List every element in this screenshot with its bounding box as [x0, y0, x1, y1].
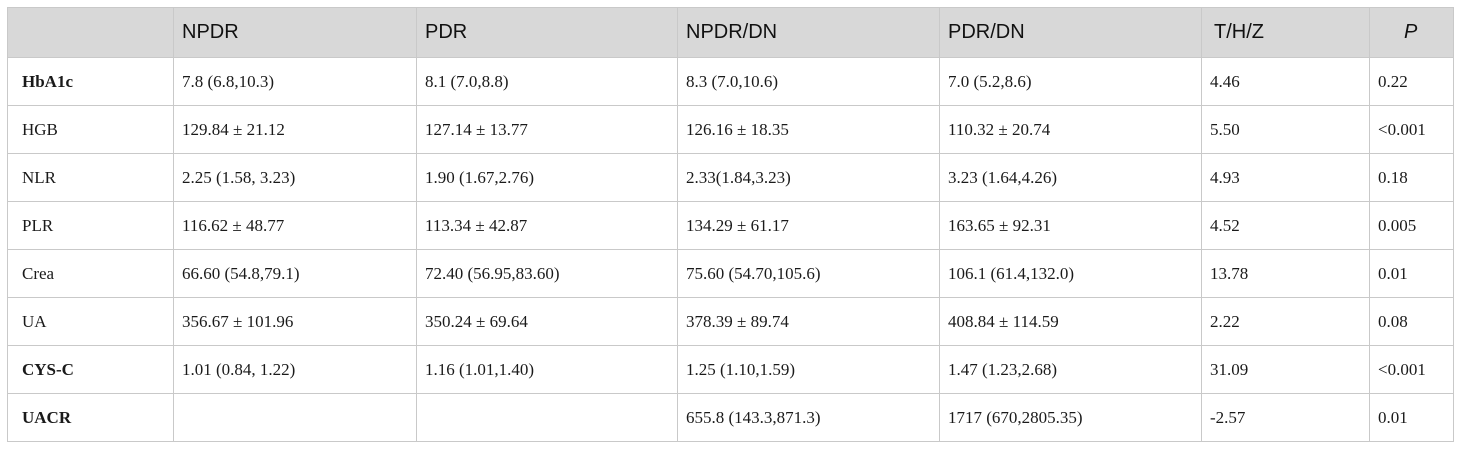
- table-cell: 113.34 ± 42.87: [416, 201, 678, 250]
- table-header: NPDR PDR NPDR/DN PDR/DN T/H/Z P: [7, 7, 1454, 58]
- table-cell: 1.47 (1.23,2.68): [939, 345, 1202, 394]
- table-cell: [416, 393, 678, 442]
- table-cell: 8.1 (7.0,8.8): [416, 57, 678, 106]
- table-row: UA 356.67 ± 101.96 350.24 ± 69.64 378.39…: [7, 297, 1454, 346]
- table-row: Crea 66.60 (54.8,79.1) 72.40 (56.95,83.6…: [7, 249, 1454, 298]
- table-cell: 127.14 ± 13.77: [416, 105, 678, 154]
- header-cell-pdr: PDR: [416, 7, 678, 58]
- table-cell: 1.01 (0.84, 1.22): [173, 345, 417, 394]
- row-label: HGB: [7, 105, 174, 154]
- table-cell: 408.84 ± 114.59: [939, 297, 1202, 346]
- row-label: HbA1c: [7, 57, 174, 106]
- table-cell: 1717 (670,2805.35): [939, 393, 1202, 442]
- table-cell: [173, 393, 417, 442]
- table-cell: 106.1 (61.4,132.0): [939, 249, 1202, 298]
- table-cell: 8.3 (7.0,10.6): [677, 57, 940, 106]
- table-row: NLR 2.25 (1.58, 3.23) 1.90 (1.67,2.76) 2…: [7, 153, 1454, 202]
- table-cell: 350.24 ± 69.64: [416, 297, 678, 346]
- table-cell: 7.8 (6.8,10.3): [173, 57, 417, 106]
- header-cell-corner: [7, 7, 174, 58]
- table-cell: 0.01: [1369, 249, 1454, 298]
- table-cell: 4.52: [1201, 201, 1370, 250]
- header-row: NPDR PDR NPDR/DN PDR/DN T/H/Z P: [7, 7, 1454, 58]
- row-label: PLR: [7, 201, 174, 250]
- table-cell: 134.29 ± 61.17: [677, 201, 940, 250]
- table-cell: 163.65 ± 92.31: [939, 201, 1202, 250]
- table-cell: 4.93: [1201, 153, 1370, 202]
- table-cell: <0.001: [1369, 345, 1454, 394]
- header-cell-p: P: [1369, 7, 1454, 58]
- header-cell-npdr-dn: NPDR/DN: [677, 7, 940, 58]
- table-cell: -2.57: [1201, 393, 1370, 442]
- table-row: PLR 116.62 ± 48.77 113.34 ± 42.87 134.29…: [7, 201, 1454, 250]
- table-cell: 3.23 (1.64,4.26): [939, 153, 1202, 202]
- data-table: NPDR PDR NPDR/DN PDR/DN T/H/Z P HbA1c 7.…: [7, 7, 1454, 442]
- table-cell: 356.67 ± 101.96: [173, 297, 417, 346]
- header-cell-pdr-dn: PDR/DN: [939, 7, 1202, 58]
- table-row: CYS-C 1.01 (0.84, 1.22) 1.16 (1.01,1.40)…: [7, 345, 1454, 394]
- table-cell: 31.09: [1201, 345, 1370, 394]
- table-row: HGB 129.84 ± 21.12 127.14 ± 13.77 126.16…: [7, 105, 1454, 154]
- table-cell: 7.0 (5.2,8.6): [939, 57, 1202, 106]
- table-cell: 1.90 (1.67,2.76): [416, 153, 678, 202]
- table-cell: 0.22: [1369, 57, 1454, 106]
- row-label: Crea: [7, 249, 174, 298]
- table-cell: 2.25 (1.58, 3.23): [173, 153, 417, 202]
- table-cell: 5.50: [1201, 105, 1370, 154]
- row-label: UA: [7, 297, 174, 346]
- table-cell: 0.005: [1369, 201, 1454, 250]
- row-label: CYS-C: [7, 345, 174, 394]
- header-cell-statistic: T/H/Z: [1201, 7, 1370, 58]
- table-row: HbA1c 7.8 (6.8,10.3) 8.1 (7.0,8.8) 8.3 (…: [7, 57, 1454, 106]
- table-cell: 4.46: [1201, 57, 1370, 106]
- table-cell: 1.16 (1.01,1.40): [416, 345, 678, 394]
- table-cell: 129.84 ± 21.12: [173, 105, 417, 154]
- row-label: UACR: [7, 393, 174, 442]
- table-cell: 66.60 (54.8,79.1): [173, 249, 417, 298]
- table-cell: 0.08: [1369, 297, 1454, 346]
- table-cell: 655.8 (143.3,871.3): [677, 393, 940, 442]
- table-cell: 378.39 ± 89.74: [677, 297, 940, 346]
- table-cell: <0.001: [1369, 105, 1454, 154]
- table-cell: 75.60 (54.70,105.6): [677, 249, 940, 298]
- table-cell: 72.40 (56.95,83.60): [416, 249, 678, 298]
- table-cell: 2.33(1.84,3.23): [677, 153, 940, 202]
- row-label: NLR: [7, 153, 174, 202]
- header-cell-npdr: NPDR: [173, 7, 417, 58]
- table-cell: 2.22: [1201, 297, 1370, 346]
- table-cell: 116.62 ± 48.77: [173, 201, 417, 250]
- table-row: UACR 655.8 (143.3,871.3) 1717 (670,2805.…: [7, 393, 1454, 442]
- table-cell: 110.32 ± 20.74: [939, 105, 1202, 154]
- table-cell: 0.18: [1369, 153, 1454, 202]
- table-body: HbA1c 7.8 (6.8,10.3) 8.1 (7.0,8.8) 8.3 (…: [7, 57, 1454, 442]
- table-cell: 126.16 ± 18.35: [677, 105, 940, 154]
- table-cell: 13.78: [1201, 249, 1370, 298]
- table-cell: 0.01: [1369, 393, 1454, 442]
- table-cell: 1.25 (1.10,1.59): [677, 345, 940, 394]
